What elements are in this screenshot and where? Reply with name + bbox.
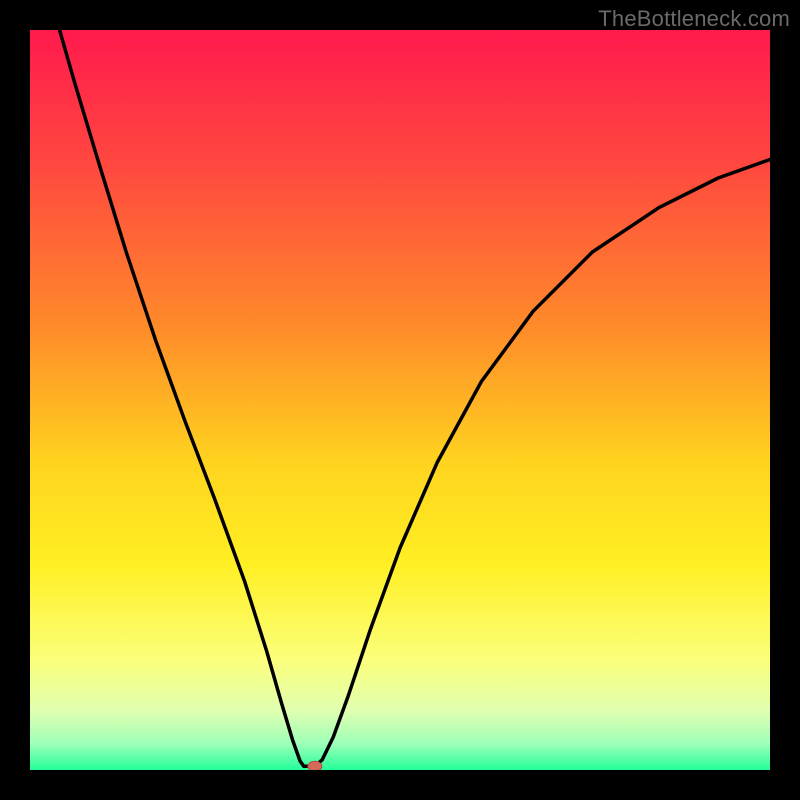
bottleneck-chart <box>0 0 800 800</box>
watermark-text: TheBottleneck.com <box>598 6 790 32</box>
optimum-marker <box>308 761 322 771</box>
chart-container: TheBottleneck.com <box>0 0 800 800</box>
plot-background <box>30 30 770 770</box>
